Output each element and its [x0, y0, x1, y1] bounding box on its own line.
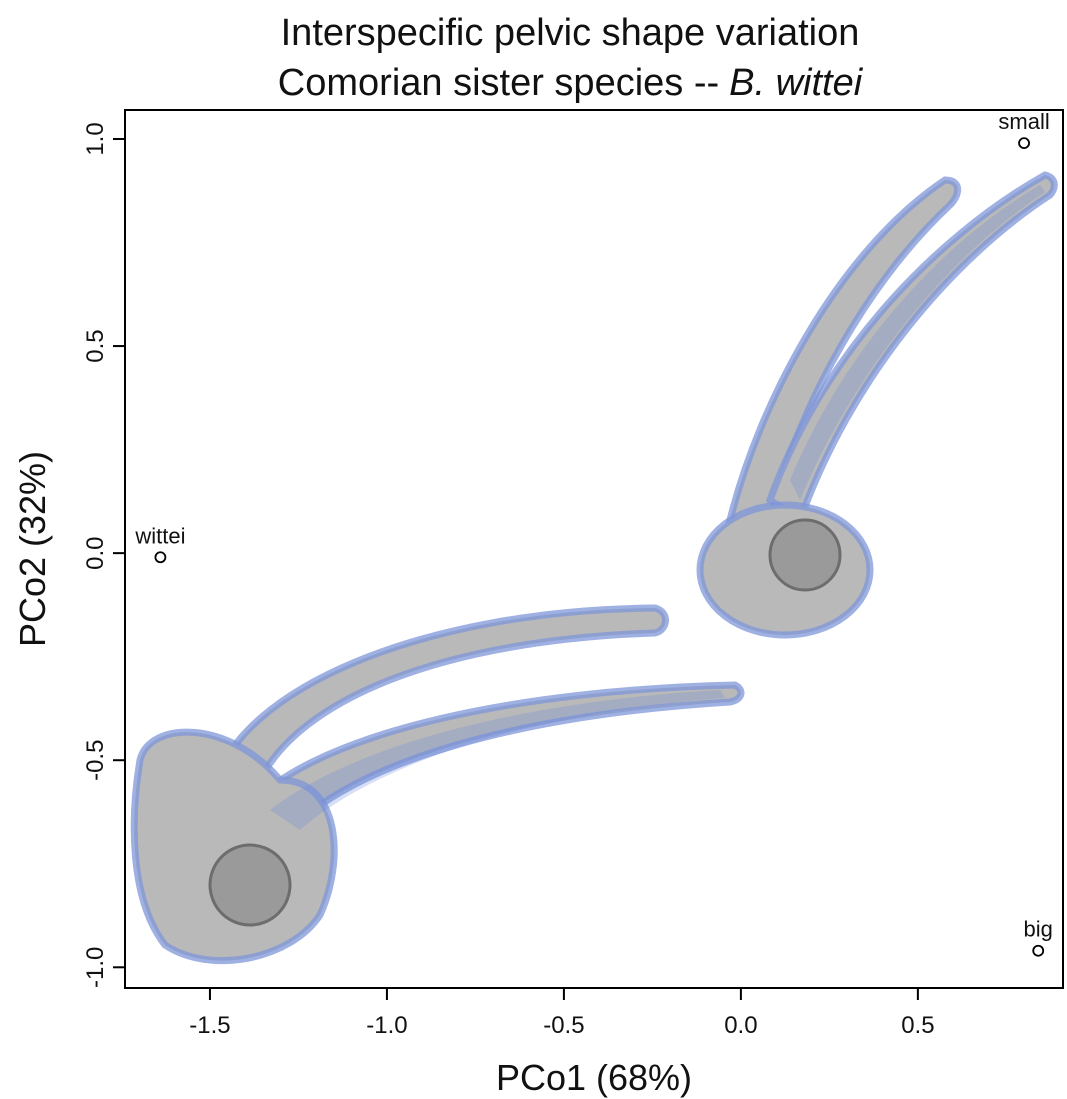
y-tick-label: -1.0 — [82, 947, 109, 988]
pelvis-renderings — [130, 171, 1058, 965]
subtitle-part: B. wittei — [729, 62, 864, 104]
point-label: big — [1024, 917, 1053, 942]
point-label: small — [998, 109, 1049, 134]
y-tick-label: 0.5 — [82, 329, 109, 362]
x-axis-label: PCo1 (68%) — [496, 1057, 692, 1098]
pelvis-right — [696, 171, 1058, 639]
y-tick-label: 1.0 — [82, 122, 109, 155]
chart-subtitle: Comorian sister species -- B. wittei — [278, 62, 864, 104]
y-tick-label: 0.0 — [82, 536, 109, 569]
y-axis-label: PCo2 (32%) — [12, 451, 53, 647]
x-tick-label: -0.5 — [543, 1012, 584, 1039]
subtitle-part: Comorian sister species -- — [278, 62, 719, 104]
x-tick-label: -1.5 — [189, 1012, 230, 1039]
point — [1018, 137, 1030, 150]
point — [154, 551, 167, 564]
pelvis-left — [130, 604, 745, 965]
x-tick-label: 0.5 — [901, 1012, 934, 1039]
plot-frame — [124, 109, 1064, 989]
y-tick-label: -0.5 — [82, 740, 109, 781]
point-label: wittei — [134, 523, 185, 548]
point — [1032, 944, 1045, 957]
x-tick-label: -1.0 — [366, 1012, 407, 1039]
x-tick-label: 0.0 — [724, 1012, 757, 1039]
chart-title: Interspecific pelvic shape variation — [281, 12, 860, 54]
